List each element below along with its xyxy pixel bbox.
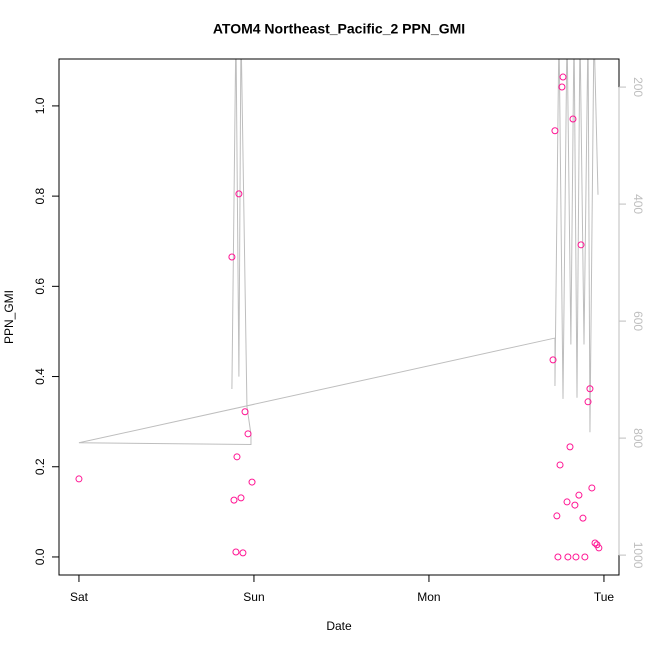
y-tick-label: 0.6: [33, 278, 47, 295]
y-tick-label: 0.2: [33, 458, 47, 475]
point: [237, 494, 245, 502]
point: [569, 115, 577, 123]
y2-tick-label: 400: [631, 194, 645, 214]
y2-tick-label: 800: [631, 428, 645, 448]
point: [564, 553, 572, 561]
point: [235, 190, 243, 198]
point: [549, 356, 557, 364]
point: [248, 478, 256, 486]
point: [571, 501, 579, 509]
y-tick-label: 0.0: [33, 548, 47, 565]
x-tick-label: Sat: [70, 590, 89, 604]
point: [591, 539, 599, 547]
point: [595, 544, 603, 552]
point: [581, 553, 589, 561]
point: [551, 127, 559, 135]
point: [75, 475, 83, 483]
y-axis-label: PPN_GMI: [2, 290, 16, 344]
y-tick-label: 0.8: [33, 187, 47, 204]
point: [554, 553, 562, 561]
point: [586, 385, 594, 393]
point: [566, 443, 574, 451]
y-tick-label: 0.4: [33, 368, 47, 385]
point: [244, 430, 252, 438]
point: [556, 461, 564, 469]
point: [230, 496, 238, 504]
point: [228, 253, 236, 261]
x-axis-label: Date: [326, 619, 352, 633]
point: [553, 512, 561, 520]
point: [233, 453, 241, 461]
point: [559, 73, 567, 81]
x-tick-label: Tue: [594, 590, 615, 604]
y2-tick-label: 200: [631, 77, 645, 97]
point: [584, 398, 592, 406]
line: [78, 59, 599, 446]
point: [575, 491, 583, 499]
point: [563, 498, 571, 506]
plot-area: [75, 59, 603, 561]
y-tick-label: 1.0: [33, 97, 47, 114]
point: [577, 241, 585, 249]
point: [232, 548, 240, 556]
x-tick-label: Sun: [243, 590, 264, 604]
point: [572, 553, 580, 561]
chart-title: ATOM4 Northeast_Pacific_2 PPN_GMI: [213, 21, 465, 37]
point: [239, 549, 247, 557]
point: [241, 408, 249, 416]
point: [588, 484, 596, 492]
point: [558, 83, 566, 91]
point: [579, 514, 587, 522]
y2-tick-label: 1000: [631, 542, 645, 569]
x-tick-label: Mon: [417, 590, 440, 604]
y2-tick-label: 600: [631, 311, 645, 331]
